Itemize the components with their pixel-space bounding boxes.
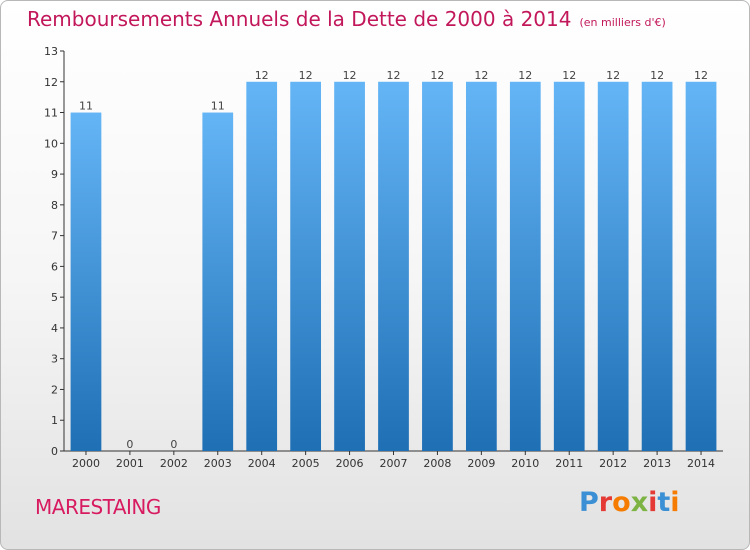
x-tick-label: 2011 — [555, 457, 583, 470]
y-tick-label: 6 — [51, 260, 58, 273]
bar — [641, 81, 673, 452]
x-tick-label: 2013 — [643, 457, 671, 470]
bar — [597, 81, 629, 452]
bar — [202, 112, 234, 452]
data-label: 12 — [518, 69, 532, 82]
x-tick-label: 2008 — [423, 457, 451, 470]
bar — [290, 81, 322, 452]
data-label: 0 — [170, 438, 177, 451]
y-tick-label: 7 — [51, 230, 58, 243]
x-tick-label: 2000 — [72, 457, 100, 470]
data-label: 12 — [343, 69, 357, 82]
x-tick-label: 2005 — [292, 457, 320, 470]
x-tick-label: 2007 — [380, 457, 408, 470]
x-tick-label: 2001 — [116, 457, 144, 470]
bar — [422, 81, 453, 452]
y-tick-label: 5 — [51, 291, 58, 304]
data-label: 12 — [694, 69, 708, 82]
x-tick-label: 2009 — [467, 457, 495, 470]
x-tick-label: 2012 — [599, 457, 627, 470]
bar — [553, 81, 585, 452]
x-tick-label: 2010 — [511, 457, 539, 470]
bar — [70, 112, 102, 452]
data-label: 0 — [126, 438, 133, 451]
data-label: 12 — [474, 69, 488, 82]
data-label: 12 — [299, 69, 313, 82]
y-tick-label: 4 — [51, 322, 58, 335]
y-tick-label: 3 — [51, 353, 58, 366]
data-label: 12 — [606, 69, 620, 82]
data-label: 12 — [255, 69, 269, 82]
y-tick-label: 0 — [51, 445, 58, 458]
bar — [246, 81, 278, 452]
y-tick-label: 2 — [51, 383, 58, 396]
y-tick-label: 12 — [44, 76, 58, 89]
data-label: 12 — [430, 69, 444, 82]
commune-name: MARESTAING — [35, 495, 161, 519]
bar — [465, 81, 497, 452]
y-tick-label: 10 — [44, 137, 58, 150]
x-tick-label: 2004 — [248, 457, 276, 470]
proxiti-logo: Proxiti — [579, 487, 680, 518]
bar — [334, 81, 365, 452]
x-tick-label: 2006 — [336, 457, 364, 470]
y-tick-label: 9 — [51, 168, 58, 181]
data-label: 12 — [562, 69, 576, 82]
x-tick-label: 2014 — [687, 457, 715, 470]
y-tick-label: 1 — [51, 414, 58, 427]
data-label: 11 — [79, 100, 93, 113]
chart-title-unit: (en milliers d'€) — [579, 16, 666, 29]
chart-title: Remboursements Annuels de la Dette de 20… — [27, 7, 666, 31]
bar — [685, 81, 717, 452]
chart-title-main: Remboursements Annuels de la Dette de 20… — [27, 7, 572, 31]
y-tick-label: 13 — [44, 45, 58, 58]
x-tick-label: 2002 — [160, 457, 188, 470]
x-tick-label: 2003 — [204, 457, 232, 470]
bar — [509, 81, 541, 452]
data-label: 12 — [650, 69, 664, 82]
data-label: 12 — [387, 69, 401, 82]
bar — [378, 81, 409, 452]
y-tick-label: 8 — [51, 199, 58, 212]
y-tick-label: 11 — [44, 107, 58, 120]
data-label: 11 — [211, 100, 225, 113]
